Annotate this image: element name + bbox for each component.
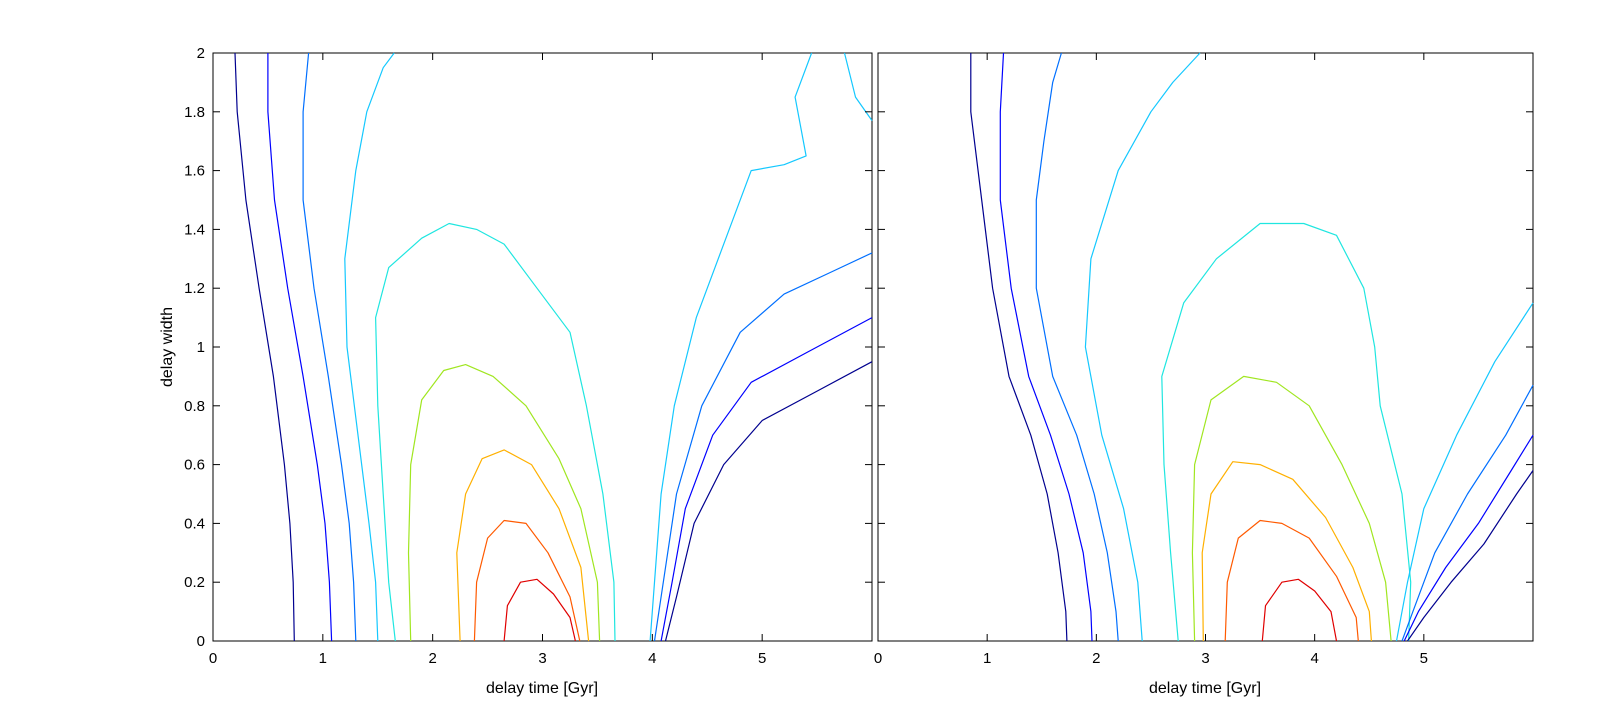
right-contour-line-8 [1403, 434, 1534, 642]
right-ytick-marks [878, 52, 1533, 642]
left-contour-line-5 [375, 222, 616, 642]
left-contour-line-12 [456, 449, 590, 642]
right-contour-line-12 [1224, 519, 1359, 642]
left-contour-line-9 [660, 317, 873, 642]
left-xtick-label: 1 [319, 650, 327, 667]
left-xticks: 0 1 2 3 4 5 [209, 53, 766, 667]
left-xtick-label: 3 [538, 650, 546, 667]
left-contour-line-4 [344, 52, 395, 642]
left-ytick-label: 2 [197, 45, 205, 62]
left-yticks: 0 0.2 0.4 0.6 0.8 1 1.2 1.4 1.6 1.8 2 [184, 45, 872, 650]
right-xtick-label: 2 [1092, 650, 1100, 667]
left-ytick-label: 1.6 [184, 163, 205, 180]
left-ytick-label: 1.8 [184, 104, 205, 121]
left-y-axis-label: delay width [159, 307, 176, 387]
left-plot-area [212, 52, 873, 642]
left-xtick-label: 0 [209, 650, 217, 667]
left-plot: 0 1 2 3 4 5 0 0.2 0.4 0.6 0.8 1 1.2 1.4 1.6 1.8 2 delay… [159, 45, 873, 697]
right-x-axis-label: delay time [Gyr] [1149, 680, 1261, 697]
left-x-axis-label: delay time [Gyr] [486, 680, 598, 697]
left-ytick-label: 0.2 [184, 574, 205, 591]
right-xtick-label: 3 [1201, 650, 1209, 667]
left-contour-line-10 [664, 361, 873, 642]
right-plot: 0 1 2 3 4 5 delay time [Gyr] [874, 52, 1534, 697]
right-contour-line-5 [1161, 222, 1412, 642]
right-contour-line-13 [1261, 578, 1338, 642]
left-contour-line-13 [473, 519, 581, 642]
left-contour-line-11 [407, 364, 601, 642]
left-contour-line-8 [653, 252, 873, 642]
left-ytick-label: 1.4 [184, 221, 205, 238]
right-plot-area [877, 52, 1534, 642]
left-contour-line-14 [503, 578, 576, 642]
left-ytick-label: 0.8 [184, 398, 205, 415]
right-contour-line-2 [999, 52, 1093, 642]
left-xtick-label: 2 [428, 650, 436, 667]
right-xtick-label: 5 [1420, 650, 1428, 667]
right-contours [970, 52, 1534, 642]
left-ytick-label: 0.6 [184, 457, 205, 474]
left-xtick-label: 4 [648, 650, 656, 667]
left-contour-line-7 [843, 52, 873, 121]
left-contour-line-3 [302, 52, 357, 642]
right-contour-line-10 [1191, 375, 1392, 642]
left-contour-line-1 [234, 52, 295, 642]
right-xticks: 0 1 2 3 4 5 [874, 53, 1428, 667]
left-ytick-label: 0.4 [184, 515, 205, 532]
left-contour-line-6 [649, 52, 813, 642]
right-contour-line-3 [1035, 52, 1119, 642]
right-xtick-label: 4 [1310, 650, 1318, 667]
left-ytick-label: 0 [197, 633, 205, 650]
right-contour-line-1 [970, 53, 1068, 642]
right-contour-line-4 [1084, 52, 1201, 642]
right-contour-line-11 [1201, 461, 1372, 642]
right-xtick-label: 1 [983, 650, 991, 667]
left-xtick-label: 5 [758, 650, 766, 667]
left-ytick-label: 1 [197, 339, 205, 356]
left-contours [234, 52, 873, 642]
right-contour-line-7 [1401, 384, 1534, 642]
left-ytick-label: 1.2 [184, 280, 205, 297]
right-xtick-label: 0 [874, 650, 882, 667]
left-contour-line-2 [267, 53, 333, 642]
right-contour-line-6 [1395, 302, 1534, 642]
right-contour-line-9 [1407, 470, 1534, 642]
